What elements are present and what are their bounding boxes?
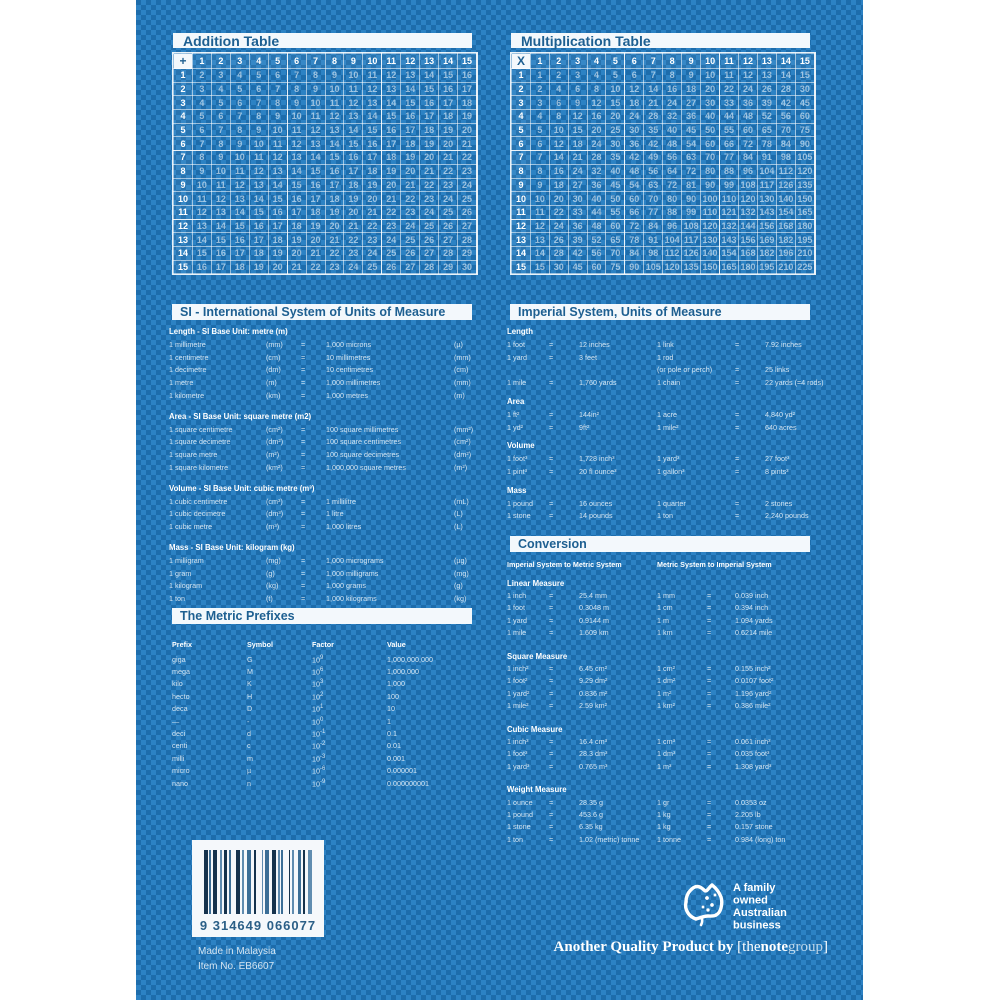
svg-text:Australian: Australian	[733, 907, 787, 919]
svg-text:A family: A family	[733, 882, 776, 894]
svg-text:owned: owned	[733, 895, 768, 907]
svg-text:business: business	[733, 920, 781, 932]
